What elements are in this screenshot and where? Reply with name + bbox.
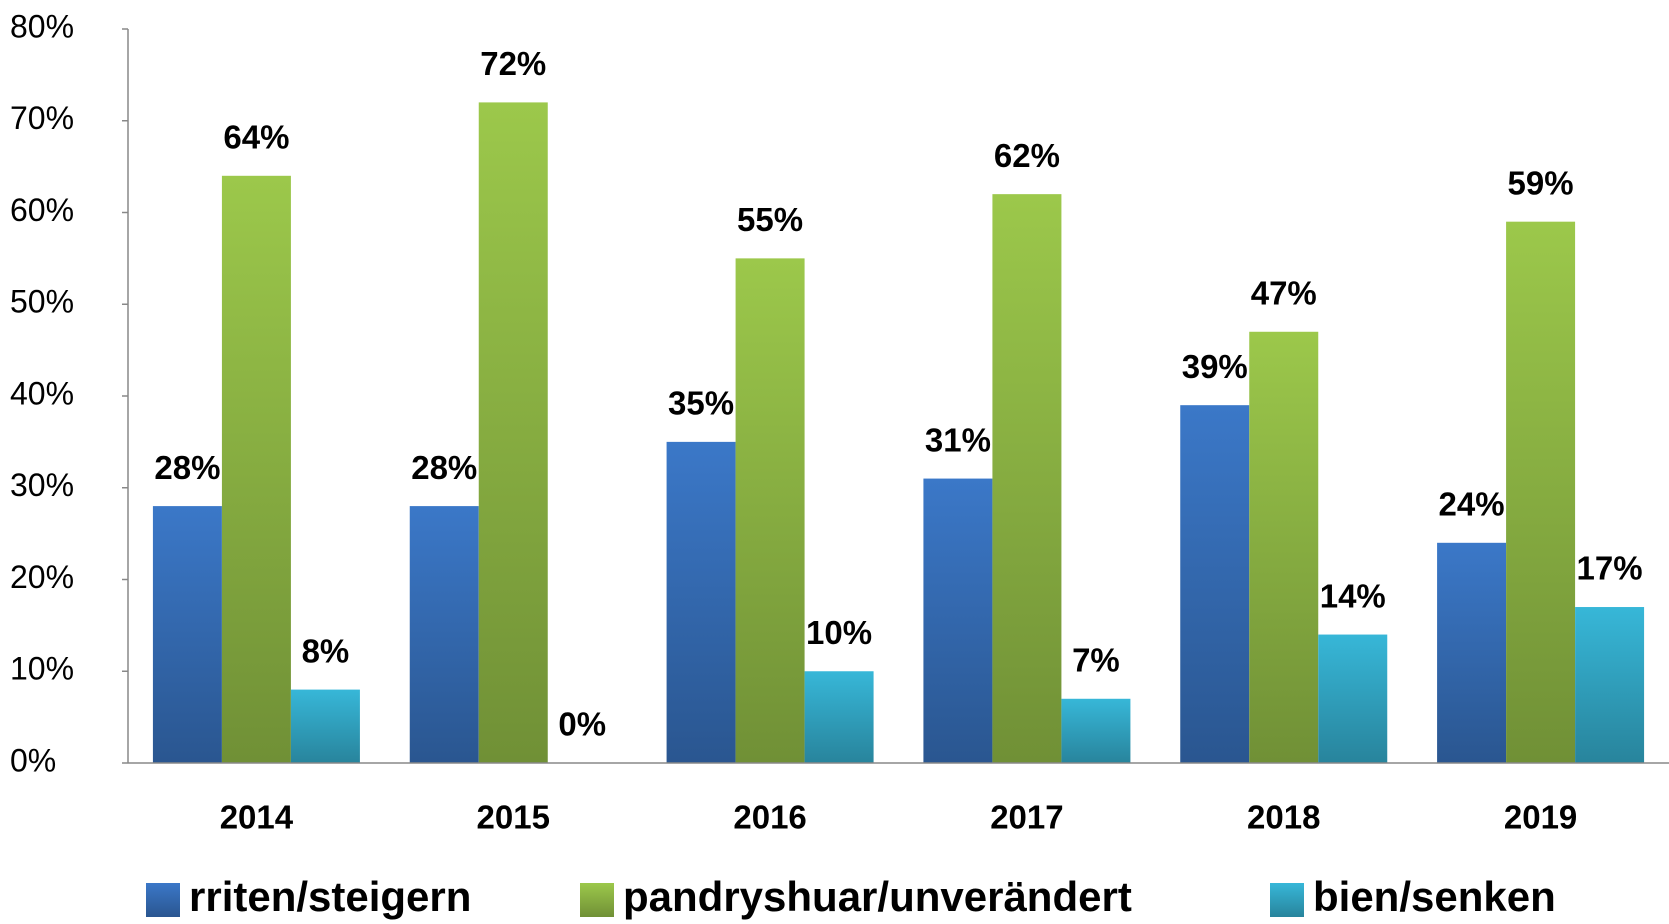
data-label: 28% <box>411 449 477 486</box>
bar <box>1437 542 1507 763</box>
y-tick-label: 0% <box>10 742 56 778</box>
data-label: 24% <box>1439 486 1505 523</box>
bar <box>290 689 360 763</box>
data-label: 72% <box>480 45 546 82</box>
data-label: 31% <box>925 421 991 458</box>
legend-label: pandryshuar/unverändert <box>623 873 1132 920</box>
data-label: 35% <box>668 385 734 422</box>
bar <box>666 441 736 763</box>
x-tick-label: 2019 <box>1504 799 1577 836</box>
bar <box>735 258 805 763</box>
data-label: 55% <box>737 201 803 238</box>
x-tick-label: 2014 <box>220 799 294 836</box>
x-tick-label: 2018 <box>1247 799 1320 836</box>
bar <box>409 506 479 763</box>
x-tick-label: 2016 <box>733 799 806 836</box>
bar <box>804 671 874 763</box>
bar <box>1249 331 1319 763</box>
bar <box>923 478 993 763</box>
bar <box>478 102 548 763</box>
data-label: 0% <box>558 706 606 743</box>
legend-label: rriten/steigern <box>189 873 471 920</box>
y-tick-label: 20% <box>10 559 74 595</box>
legend-item: bien/senken <box>1270 873 1556 920</box>
legend-swatch <box>146 883 180 917</box>
legend-item: rriten/steigern <box>146 873 471 920</box>
legend-swatch <box>580 883 614 917</box>
y-tick-label: 10% <box>10 651 74 687</box>
bar <box>152 506 222 763</box>
legend-label: bien/senken <box>1313 873 1556 920</box>
bar <box>221 175 291 764</box>
legend-item: pandryshuar/unverändert <box>580 873 1132 920</box>
data-label: 47% <box>1251 274 1317 311</box>
y-tick-label: 40% <box>10 375 74 411</box>
y-tick-label: 30% <box>10 467 74 503</box>
data-label: 28% <box>154 449 220 486</box>
y-tick-label: 80% <box>10 8 74 44</box>
y-tick-label: 70% <box>10 100 74 136</box>
data-label: 7% <box>1072 641 1120 678</box>
bar <box>992 194 1062 763</box>
data-label: 17% <box>1577 550 1643 587</box>
data-label: 64% <box>223 119 289 156</box>
bar <box>1180 405 1250 763</box>
bar <box>1506 221 1576 764</box>
legend-swatch <box>1270 883 1304 917</box>
data-label: 62% <box>994 137 1060 174</box>
y-tick-label: 50% <box>10 284 74 320</box>
bar <box>1061 698 1131 763</box>
data-label: 8% <box>302 632 350 669</box>
data-label: 59% <box>1508 164 1574 201</box>
data-label: 39% <box>1182 348 1248 385</box>
bar <box>1575 607 1645 763</box>
data-label: 14% <box>1320 577 1386 614</box>
x-tick-label: 2017 <box>990 799 1063 836</box>
y-tick-label: 60% <box>10 192 74 228</box>
x-tick-label: 2015 <box>477 799 550 836</box>
data-label: 10% <box>806 614 872 651</box>
bar <box>1318 634 1388 763</box>
